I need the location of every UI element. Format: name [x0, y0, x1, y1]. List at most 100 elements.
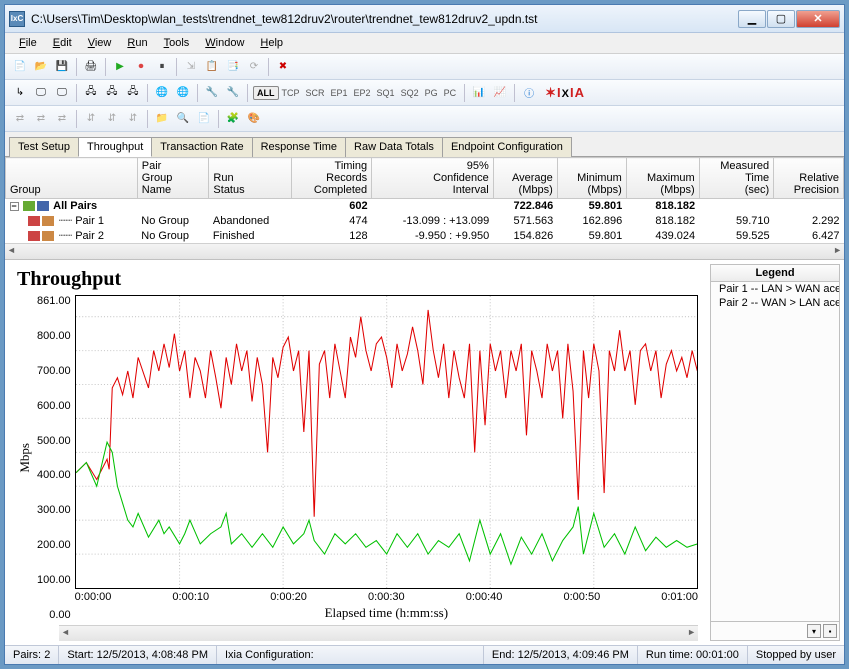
y-axis-label: Mbps: [17, 443, 33, 473]
legend-collapse-button[interactable]: ▾: [807, 624, 821, 638]
filter-pc[interactable]: PC: [441, 87, 460, 99]
save-icon[interactable]: 💾: [53, 58, 71, 76]
delete-icon[interactable]: ✖: [274, 58, 292, 76]
toolbar-2: ↳ 🖵 🖵 🖧 🖧 🖧 🌐 🌐 🔧 🔧 ALLTCPSCREP1EP2SQ1SQ…: [5, 80, 844, 106]
filter-sq1[interactable]: SQ1: [374, 87, 398, 99]
app-icon: IxC: [9, 11, 25, 27]
open-icon[interactable]: 📂: [32, 58, 50, 76]
filter-pg[interactable]: PG: [422, 87, 441, 99]
tb1-icon-3[interactable]: 📑: [224, 58, 242, 76]
menu-file[interactable]: File: [13, 35, 43, 51]
column-header[interactable]: MeasuredTime(sec): [699, 158, 774, 199]
filter-all[interactable]: ALL: [253, 86, 279, 100]
tb3-icon-1[interactable]: ⇄: [11, 110, 29, 128]
tb2-icon-2[interactable]: 🖵: [32, 84, 50, 102]
toolbar-3: ⇄ ⇄ ⇄ ⇵ ⇵ ⇵ 📁 🔍 📄 🧩 🎨: [5, 106, 844, 132]
tb2-icon-4[interactable]: 🖧: [82, 84, 100, 102]
chart-scrollbar[interactable]: [59, 625, 698, 641]
filter-tcp[interactable]: TCP: [279, 87, 303, 99]
tb2-icon-10[interactable]: 🔧: [224, 84, 242, 102]
tb1-icon-1[interactable]: ⇲: [182, 58, 200, 76]
tb3-icon-9[interactable]: 📄: [195, 110, 213, 128]
column-header[interactable]: RelativePrecision: [774, 158, 844, 199]
menu-tools[interactable]: Tools: [158, 35, 196, 51]
chart-area: Throughput Mbps 861.00800.00700.00600.00…: [5, 260, 844, 645]
tab-transaction-rate[interactable]: Transaction Rate: [151, 137, 252, 157]
tab-response-time[interactable]: Response Time: [252, 137, 346, 157]
table-row[interactable]: − All Pairs602722.84659.801818.182: [6, 199, 844, 214]
tab-throughput[interactable]: Throughput: [78, 137, 152, 157]
tab-raw-data-totals[interactable]: Raw Data Totals: [345, 137, 443, 157]
filter-sq2[interactable]: SQ2: [398, 87, 422, 99]
filter-ep2[interactable]: EP2: [351, 87, 374, 99]
tb2-icon-11[interactable]: 📊: [470, 84, 488, 102]
tb3-icon-5[interactable]: ⇵: [103, 110, 121, 128]
tb2-icon-3[interactable]: 🖵: [53, 84, 71, 102]
column-header[interactable]: TimingRecordsCompleted: [292, 158, 372, 199]
run-icon[interactable]: ▶: [111, 58, 129, 76]
tb3-icon-3[interactable]: ⇄: [53, 110, 71, 128]
column-header[interactable]: 95%ConfidenceInterval: [372, 158, 494, 199]
tb3-icon-2[interactable]: ⇄: [32, 110, 50, 128]
column-header[interactable]: Maximum(Mbps): [626, 158, 699, 199]
legend-item[interactable]: Pair 2 -- WAN > LAN ace: [711, 296, 839, 310]
tb2-icon-12[interactable]: 📈: [491, 84, 509, 102]
tb3-icon-4[interactable]: ⇵: [82, 110, 100, 128]
data-grid: GroupPairGroupNameRunStatusTimingRecords…: [5, 157, 844, 260]
column-header[interactable]: Group: [6, 158, 138, 199]
menu-window[interactable]: Window: [199, 35, 250, 51]
minimize-button[interactable]: ▁: [738, 10, 766, 28]
table-row[interactable]: ┈┈ Pair 1No GroupAbandoned474-13.099 : +…: [6, 213, 844, 228]
content-area: GroupPairGroupNameRunStatusTimingRecords…: [5, 157, 844, 645]
status-pairs: Pairs: 2: [5, 646, 59, 664]
tab-endpoint-configuration[interactable]: Endpoint Configuration: [442, 137, 572, 157]
info-icon[interactable]: ⓘ: [520, 84, 538, 102]
status-end: End: 12/5/2013, 4:09:46 PM: [484, 646, 638, 664]
tb3-icon-8[interactable]: 🔍: [174, 110, 192, 128]
title-bar[interactable]: IxC C:\Users\Tim\Desktop\wlan_tests\tren…: [5, 5, 844, 33]
filter-scr[interactable]: SCR: [303, 87, 328, 99]
close-button[interactable]: ✕: [796, 10, 840, 28]
filter-ep1[interactable]: EP1: [328, 87, 351, 99]
tb3-icon-7[interactable]: 📁: [153, 110, 171, 128]
tb2-icon-7[interactable]: 🌐: [153, 84, 171, 102]
table-row[interactable]: ┈┈ Pair 2No GroupFinished128-9.950 : +9.…: [6, 228, 844, 243]
x-axis-label: Elapsed time (h:mm:ss): [75, 603, 698, 621]
menu-view[interactable]: View: [82, 35, 118, 51]
tb3-icon-10[interactable]: 🧩: [224, 110, 242, 128]
palette-icon[interactable]: 🎨: [245, 110, 263, 128]
legend-panel: Legend Pair 1 -- LAN > WAN acePair 2 -- …: [710, 264, 840, 641]
column-header[interactable]: Average(Mbps): [493, 158, 557, 199]
grid-scrollbar[interactable]: [5, 243, 844, 259]
main-window: IxC C:\Users\Tim\Desktop\wlan_tests\tren…: [4, 4, 845, 665]
legend-item[interactable]: Pair 1 -- LAN > WAN ace: [711, 282, 839, 296]
stop-icon[interactable]: ⏺: [132, 58, 150, 76]
print-icon[interactable]: 🖨: [82, 58, 100, 76]
column-header[interactable]: PairGroupName: [137, 158, 209, 199]
tb2-icon-9[interactable]: 🔧: [203, 84, 221, 102]
status-bar: Pairs: 2 Start: 12/5/2013, 4:08:48 PM Ix…: [5, 645, 844, 664]
ixia-logo: ✶IXIA: [545, 85, 585, 101]
tab-test-setup[interactable]: Test Setup: [9, 137, 79, 157]
legend-options-button[interactable]: ▪: [823, 624, 837, 638]
column-header[interactable]: RunStatus: [209, 158, 292, 199]
tb3-icon-6[interactable]: ⇵: [124, 110, 142, 128]
tb2-icon-1[interactable]: ↳: [11, 84, 29, 102]
menu-help[interactable]: Help: [254, 35, 289, 51]
tb2-icon-6[interactable]: 🖧: [124, 84, 142, 102]
chart-title: Throughput: [9, 264, 706, 295]
new-icon[interactable]: 📄: [11, 58, 29, 76]
toolbar-1: 📄 📂 💾 🖨 ▶ ⏺ ⏸ ⇲ 📋 📑 ⟳ ✖: [5, 54, 844, 80]
maximize-button[interactable]: ▢: [767, 10, 795, 28]
menu-edit[interactable]: Edit: [47, 35, 78, 51]
tb2-icon-8[interactable]: 🌐: [174, 84, 192, 102]
tb1-icon-4[interactable]: ⟳: [245, 58, 263, 76]
status-start: Start: 12/5/2013, 4:08:48 PM: [59, 646, 217, 664]
throughput-chart: [75, 295, 698, 589]
column-header[interactable]: Minimum(Mbps): [557, 158, 626, 199]
pause-icon[interactable]: ⏸: [153, 58, 171, 76]
tb1-icon-2[interactable]: 📋: [203, 58, 221, 76]
legend-title: Legend: [711, 265, 839, 282]
tb2-icon-5[interactable]: 🖧: [103, 84, 121, 102]
menu-run[interactable]: Run: [121, 35, 153, 51]
